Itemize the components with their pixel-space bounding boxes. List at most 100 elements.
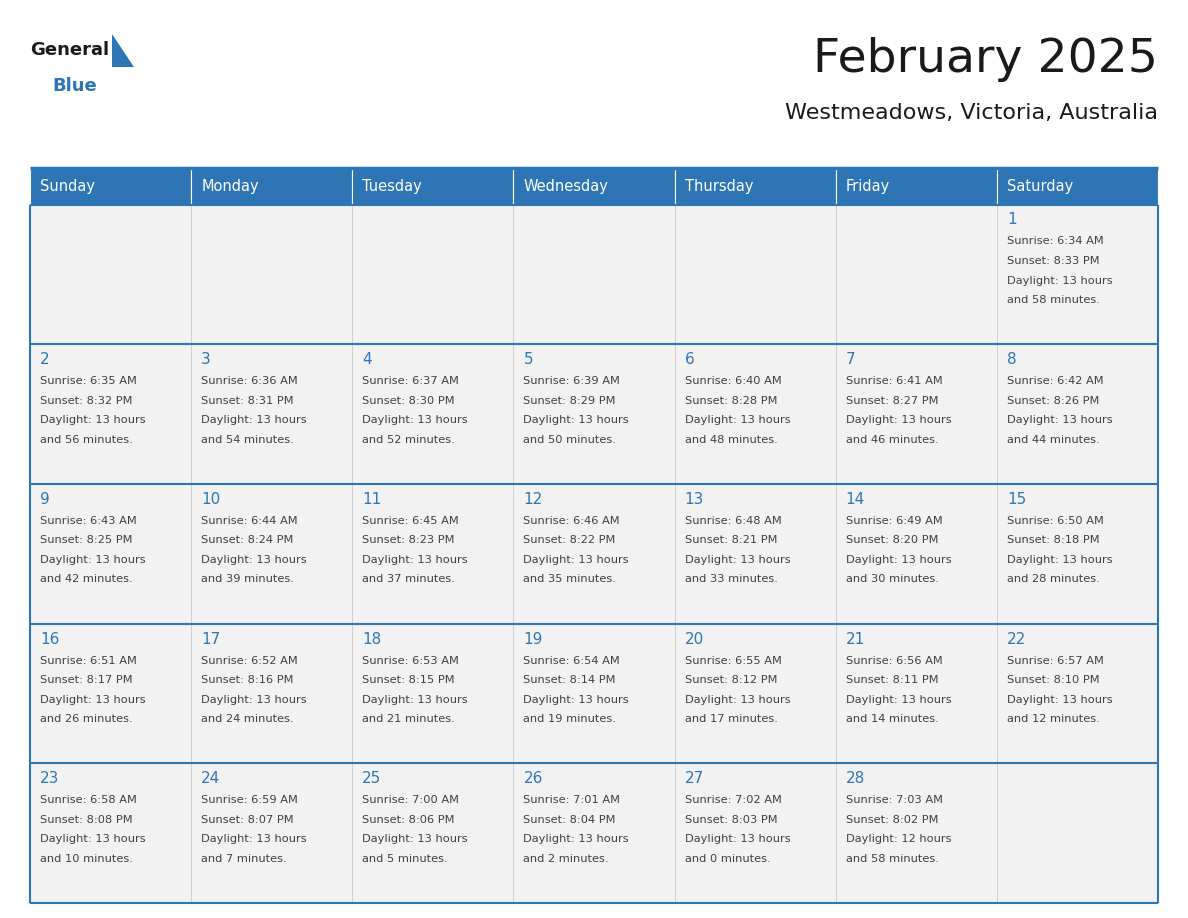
Text: Sunrise: 6:36 AM: Sunrise: 6:36 AM bbox=[201, 376, 298, 386]
Bar bbox=[513, 623, 675, 763]
Text: Daylight: 13 hours: Daylight: 13 hours bbox=[40, 415, 146, 425]
Text: Sunset: 8:29 PM: Sunset: 8:29 PM bbox=[524, 396, 615, 406]
Text: Sunset: 8:10 PM: Sunset: 8:10 PM bbox=[1007, 675, 1099, 685]
Text: and 58 minutes.: and 58 minutes. bbox=[846, 854, 939, 864]
Text: Tuesday: Tuesday bbox=[362, 179, 422, 194]
Text: Daylight: 13 hours: Daylight: 13 hours bbox=[362, 695, 468, 705]
Text: 25: 25 bbox=[362, 771, 381, 787]
Text: Sunrise: 6:34 AM: Sunrise: 6:34 AM bbox=[1007, 237, 1104, 247]
Text: Sunrise: 6:48 AM: Sunrise: 6:48 AM bbox=[684, 516, 782, 526]
Text: Daylight: 13 hours: Daylight: 13 hours bbox=[846, 415, 952, 425]
Bar bbox=[997, 205, 1158, 344]
Bar bbox=[353, 623, 513, 763]
Bar bbox=[191, 344, 353, 484]
Bar bbox=[997, 344, 1158, 484]
Bar bbox=[513, 344, 675, 484]
Text: 10: 10 bbox=[201, 492, 221, 507]
Bar bbox=[30, 344, 191, 484]
Text: Sunset: 8:18 PM: Sunset: 8:18 PM bbox=[1007, 535, 1099, 545]
Text: 26: 26 bbox=[524, 771, 543, 787]
Bar bbox=[835, 205, 997, 344]
Text: Sunrise: 6:43 AM: Sunrise: 6:43 AM bbox=[40, 516, 137, 526]
Text: 18: 18 bbox=[362, 632, 381, 646]
Text: 23: 23 bbox=[40, 771, 59, 787]
Bar bbox=[675, 623, 835, 763]
Text: Daylight: 13 hours: Daylight: 13 hours bbox=[684, 695, 790, 705]
Text: Daylight: 13 hours: Daylight: 13 hours bbox=[362, 834, 468, 845]
Bar bbox=[675, 168, 835, 205]
Text: Westmeadows, Victoria, Australia: Westmeadows, Victoria, Australia bbox=[785, 103, 1158, 123]
Text: and 50 minutes.: and 50 minutes. bbox=[524, 435, 617, 444]
Text: 15: 15 bbox=[1007, 492, 1026, 507]
Text: 7: 7 bbox=[846, 353, 855, 367]
Text: Sunrise: 6:58 AM: Sunrise: 6:58 AM bbox=[40, 795, 137, 805]
Text: and 58 minutes.: and 58 minutes. bbox=[1007, 295, 1100, 305]
Bar bbox=[513, 205, 675, 344]
Bar bbox=[191, 205, 353, 344]
Text: Sunset: 8:15 PM: Sunset: 8:15 PM bbox=[362, 675, 455, 685]
Text: Sunset: 8:30 PM: Sunset: 8:30 PM bbox=[362, 396, 455, 406]
Text: Daylight: 13 hours: Daylight: 13 hours bbox=[524, 415, 630, 425]
Text: Daylight: 13 hours: Daylight: 13 hours bbox=[1007, 554, 1112, 565]
Text: Daylight: 13 hours: Daylight: 13 hours bbox=[846, 695, 952, 705]
Text: Sunset: 8:33 PM: Sunset: 8:33 PM bbox=[1007, 256, 1099, 266]
Bar bbox=[835, 623, 997, 763]
Text: 19: 19 bbox=[524, 632, 543, 646]
Bar bbox=[30, 623, 191, 763]
Bar bbox=[191, 484, 353, 623]
Bar bbox=[835, 168, 997, 205]
Text: and 12 minutes.: and 12 minutes. bbox=[1007, 714, 1100, 724]
Text: Daylight: 13 hours: Daylight: 13 hours bbox=[1007, 275, 1112, 285]
Text: Sunrise: 6:54 AM: Sunrise: 6:54 AM bbox=[524, 655, 620, 666]
Bar bbox=[675, 763, 835, 903]
Text: Daylight: 13 hours: Daylight: 13 hours bbox=[201, 695, 307, 705]
Bar bbox=[997, 763, 1158, 903]
Text: Sunset: 8:32 PM: Sunset: 8:32 PM bbox=[40, 396, 133, 406]
Text: Thursday: Thursday bbox=[684, 179, 753, 194]
Bar bbox=[513, 484, 675, 623]
Bar bbox=[191, 168, 353, 205]
Text: 2: 2 bbox=[40, 353, 50, 367]
Text: Sunrise: 6:56 AM: Sunrise: 6:56 AM bbox=[846, 655, 942, 666]
Text: Sunrise: 6:42 AM: Sunrise: 6:42 AM bbox=[1007, 376, 1104, 386]
Text: and 42 minutes.: and 42 minutes. bbox=[40, 575, 133, 585]
Text: Sunday: Sunday bbox=[40, 179, 95, 194]
Text: 24: 24 bbox=[201, 771, 221, 787]
Bar bbox=[835, 763, 997, 903]
Text: Sunrise: 6:40 AM: Sunrise: 6:40 AM bbox=[684, 376, 782, 386]
Text: 22: 22 bbox=[1007, 632, 1026, 646]
Text: Daylight: 13 hours: Daylight: 13 hours bbox=[362, 554, 468, 565]
Text: and 48 minutes.: and 48 minutes. bbox=[684, 435, 777, 444]
Bar bbox=[835, 344, 997, 484]
Text: Daylight: 13 hours: Daylight: 13 hours bbox=[524, 834, 630, 845]
Text: February 2025: February 2025 bbox=[813, 38, 1158, 83]
Bar bbox=[30, 484, 191, 623]
Bar bbox=[675, 484, 835, 623]
Text: 20: 20 bbox=[684, 632, 703, 646]
Text: and 35 minutes.: and 35 minutes. bbox=[524, 575, 617, 585]
Bar bbox=[513, 763, 675, 903]
Text: Daylight: 13 hours: Daylight: 13 hours bbox=[40, 554, 146, 565]
Text: 21: 21 bbox=[846, 632, 865, 646]
Text: Sunset: 8:16 PM: Sunset: 8:16 PM bbox=[201, 675, 293, 685]
Text: and 37 minutes.: and 37 minutes. bbox=[362, 575, 455, 585]
Text: Sunset: 8:12 PM: Sunset: 8:12 PM bbox=[684, 675, 777, 685]
Text: 14: 14 bbox=[846, 492, 865, 507]
Text: Sunset: 8:03 PM: Sunset: 8:03 PM bbox=[684, 815, 777, 824]
Bar bbox=[513, 168, 675, 205]
Text: Sunset: 8:08 PM: Sunset: 8:08 PM bbox=[40, 815, 133, 824]
Text: Sunrise: 6:59 AM: Sunrise: 6:59 AM bbox=[201, 795, 298, 805]
Text: Daylight: 13 hours: Daylight: 13 hours bbox=[1007, 415, 1112, 425]
Text: Daylight: 13 hours: Daylight: 13 hours bbox=[684, 554, 790, 565]
Text: 4: 4 bbox=[362, 353, 372, 367]
Text: and 14 minutes.: and 14 minutes. bbox=[846, 714, 939, 724]
Text: Sunrise: 6:46 AM: Sunrise: 6:46 AM bbox=[524, 516, 620, 526]
Text: Daylight: 13 hours: Daylight: 13 hours bbox=[40, 695, 146, 705]
Bar bbox=[835, 484, 997, 623]
Text: Monday: Monday bbox=[201, 179, 259, 194]
Text: 17: 17 bbox=[201, 632, 221, 646]
Bar bbox=[675, 344, 835, 484]
Text: Blue: Blue bbox=[52, 77, 96, 95]
Text: Sunset: 8:24 PM: Sunset: 8:24 PM bbox=[201, 535, 293, 545]
Text: Daylight: 13 hours: Daylight: 13 hours bbox=[1007, 695, 1112, 705]
